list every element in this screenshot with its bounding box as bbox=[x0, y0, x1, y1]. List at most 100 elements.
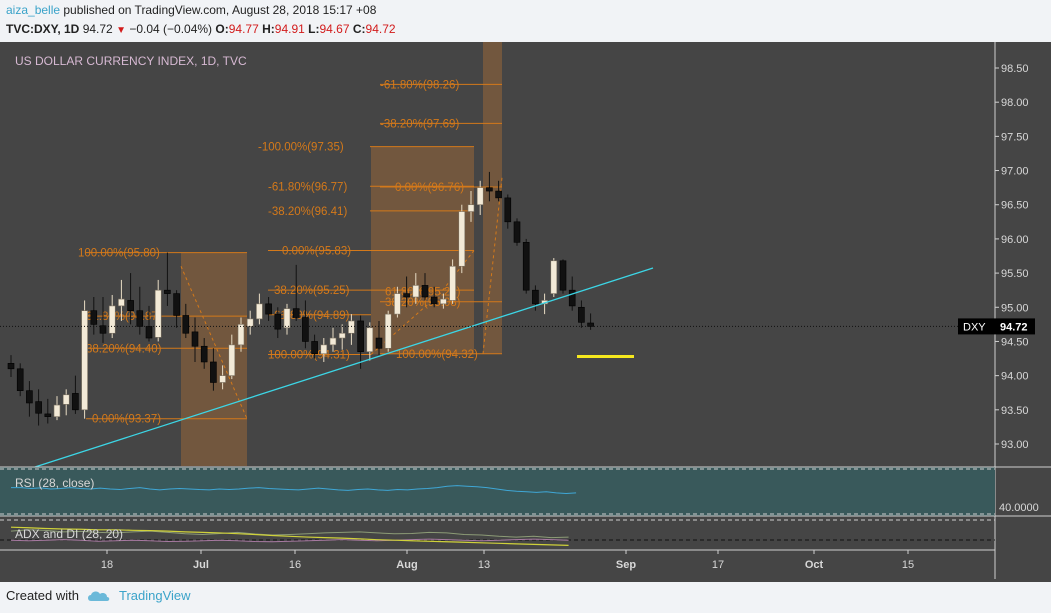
fib-label: 61.80%(94.87) bbox=[86, 311, 162, 323]
created-with-label: Created with bbox=[6, 588, 79, 603]
candle-body bbox=[118, 298, 125, 307]
fib-zone-3 bbox=[483, 42, 502, 354]
footer: Created with TradingView bbox=[6, 588, 191, 603]
price-axis-bg bbox=[995, 42, 1051, 582]
time-tick-label: Oct bbox=[805, 559, 824, 571]
rsi-line bbox=[11, 485, 577, 494]
candle-body bbox=[412, 285, 420, 298]
candle bbox=[210, 348, 217, 391]
candle-body bbox=[154, 289, 162, 338]
candle bbox=[108, 294, 116, 339]
candle bbox=[35, 389, 42, 426]
candle-body bbox=[127, 300, 134, 311]
fib-label: 100.00%(94.31) bbox=[268, 349, 350, 361]
rsi-label: RSI (28, close) bbox=[15, 476, 94, 490]
fib-label: 38.20%(94.40) bbox=[86, 343, 162, 355]
price-chart[interactable]: -61.80%(98.26) -38.20%(97.69) -100.00%(97.… bbox=[0, 42, 1051, 582]
candle-body bbox=[458, 211, 466, 267]
close-label: C: bbox=[352, 22, 366, 36]
rsi-background bbox=[0, 467, 995, 516]
fib-label: 100.00%(94.32) bbox=[396, 349, 478, 361]
candle-body bbox=[210, 361, 217, 383]
candle-body bbox=[550, 260, 558, 294]
open-label: O: bbox=[215, 22, 229, 36]
candle-body bbox=[578, 306, 585, 323]
down-triangle-icon: ▼ bbox=[116, 25, 126, 36]
candle bbox=[366, 322, 374, 361]
candle bbox=[384, 310, 392, 352]
candle bbox=[504, 194, 512, 229]
candle bbox=[127, 273, 134, 325]
time-tick-label: 18 bbox=[101, 559, 113, 571]
price-tick-label: 96.00 bbox=[1001, 234, 1029, 246]
high-value: 94.91 bbox=[274, 22, 305, 36]
candle-body bbox=[62, 394, 70, 405]
time-tick-label: 13 bbox=[478, 559, 490, 571]
candle bbox=[550, 258, 558, 298]
candle-body bbox=[568, 289, 576, 307]
candle bbox=[256, 293, 263, 325]
tradingview-cloud-icon bbox=[87, 590, 110, 601]
candle bbox=[246, 310, 254, 335]
candle-body bbox=[476, 187, 484, 206]
price-tick-label: 96.50 bbox=[1001, 200, 1029, 212]
last-price: 94.72 bbox=[82, 22, 113, 36]
candle bbox=[467, 191, 475, 222]
price-tick-label: 97.50 bbox=[1001, 131, 1029, 143]
candle-body bbox=[237, 324, 245, 346]
candle-body bbox=[108, 305, 116, 334]
open-value: 94.77 bbox=[228, 22, 259, 36]
candle bbox=[338, 324, 346, 350]
candle bbox=[513, 218, 521, 246]
candle-body bbox=[366, 327, 374, 353]
candle bbox=[421, 273, 429, 301]
candle bbox=[16, 363, 24, 397]
fib-label: -38.20%(96.41) bbox=[268, 206, 347, 218]
candle-body bbox=[440, 298, 447, 305]
candle bbox=[145, 305, 153, 342]
candle bbox=[72, 375, 79, 414]
candle-body bbox=[504, 197, 512, 223]
candle bbox=[81, 300, 88, 419]
candle bbox=[412, 273, 420, 304]
candle bbox=[449, 259, 456, 304]
candle-body bbox=[348, 320, 355, 334]
username-link[interactable]: aiza_belle bbox=[6, 3, 61, 17]
candle bbox=[522, 238, 530, 294]
candle-body bbox=[35, 401, 42, 414]
time-tick-label: 15 bbox=[902, 559, 914, 571]
tradingview-brand-link[interactable]: TradingView bbox=[118, 588, 191, 603]
price-tick-label: 93.50 bbox=[1001, 405, 1029, 417]
candle bbox=[228, 334, 236, 380]
candle-body bbox=[81, 310, 88, 411]
fib-label: -61.80%(96.77) bbox=[268, 181, 347, 193]
candle-body bbox=[99, 325, 107, 334]
candle-body bbox=[283, 308, 291, 329]
candle bbox=[578, 300, 585, 328]
candle-body bbox=[44, 413, 52, 417]
candle bbox=[320, 338, 328, 362]
fib-label: 0.00%(96.76) bbox=[395, 182, 464, 194]
candle bbox=[154, 279, 162, 342]
candle-body bbox=[265, 303, 272, 315]
candle-body bbox=[53, 404, 61, 417]
candle-body bbox=[384, 313, 392, 349]
chart-title: US DOLLAR CURRENCY INDEX, 1D, TVC bbox=[15, 54, 247, 68]
price-axis: 98.50 98.00 97.50 97.00 96.50 96.00 95.50 95.00… bbox=[958, 42, 1051, 582]
candle-body bbox=[200, 345, 208, 363]
fib-levels: -61.80%(98.26) -38.20%(97.69) -100.00%(97.… bbox=[78, 79, 503, 426]
candle bbox=[44, 398, 52, 424]
candle bbox=[403, 276, 410, 308]
fib-label: 0.00%(93.37) bbox=[92, 414, 161, 426]
candle bbox=[486, 171, 493, 202]
candle bbox=[164, 252, 171, 306]
low-label: L: bbox=[308, 22, 320, 36]
candle bbox=[440, 293, 447, 309]
candle-body bbox=[191, 331, 199, 347]
candles bbox=[7, 171, 594, 426]
fib-label: -61.80%(98.26) bbox=[380, 79, 459, 91]
candle-body bbox=[403, 293, 410, 298]
time-axis: 18 Jul 16 Aug 13 Sep 17 Oct 15 bbox=[0, 549, 995, 571]
candle-body bbox=[522, 242, 530, 291]
price-tick-label: 98.00 bbox=[1001, 97, 1029, 109]
